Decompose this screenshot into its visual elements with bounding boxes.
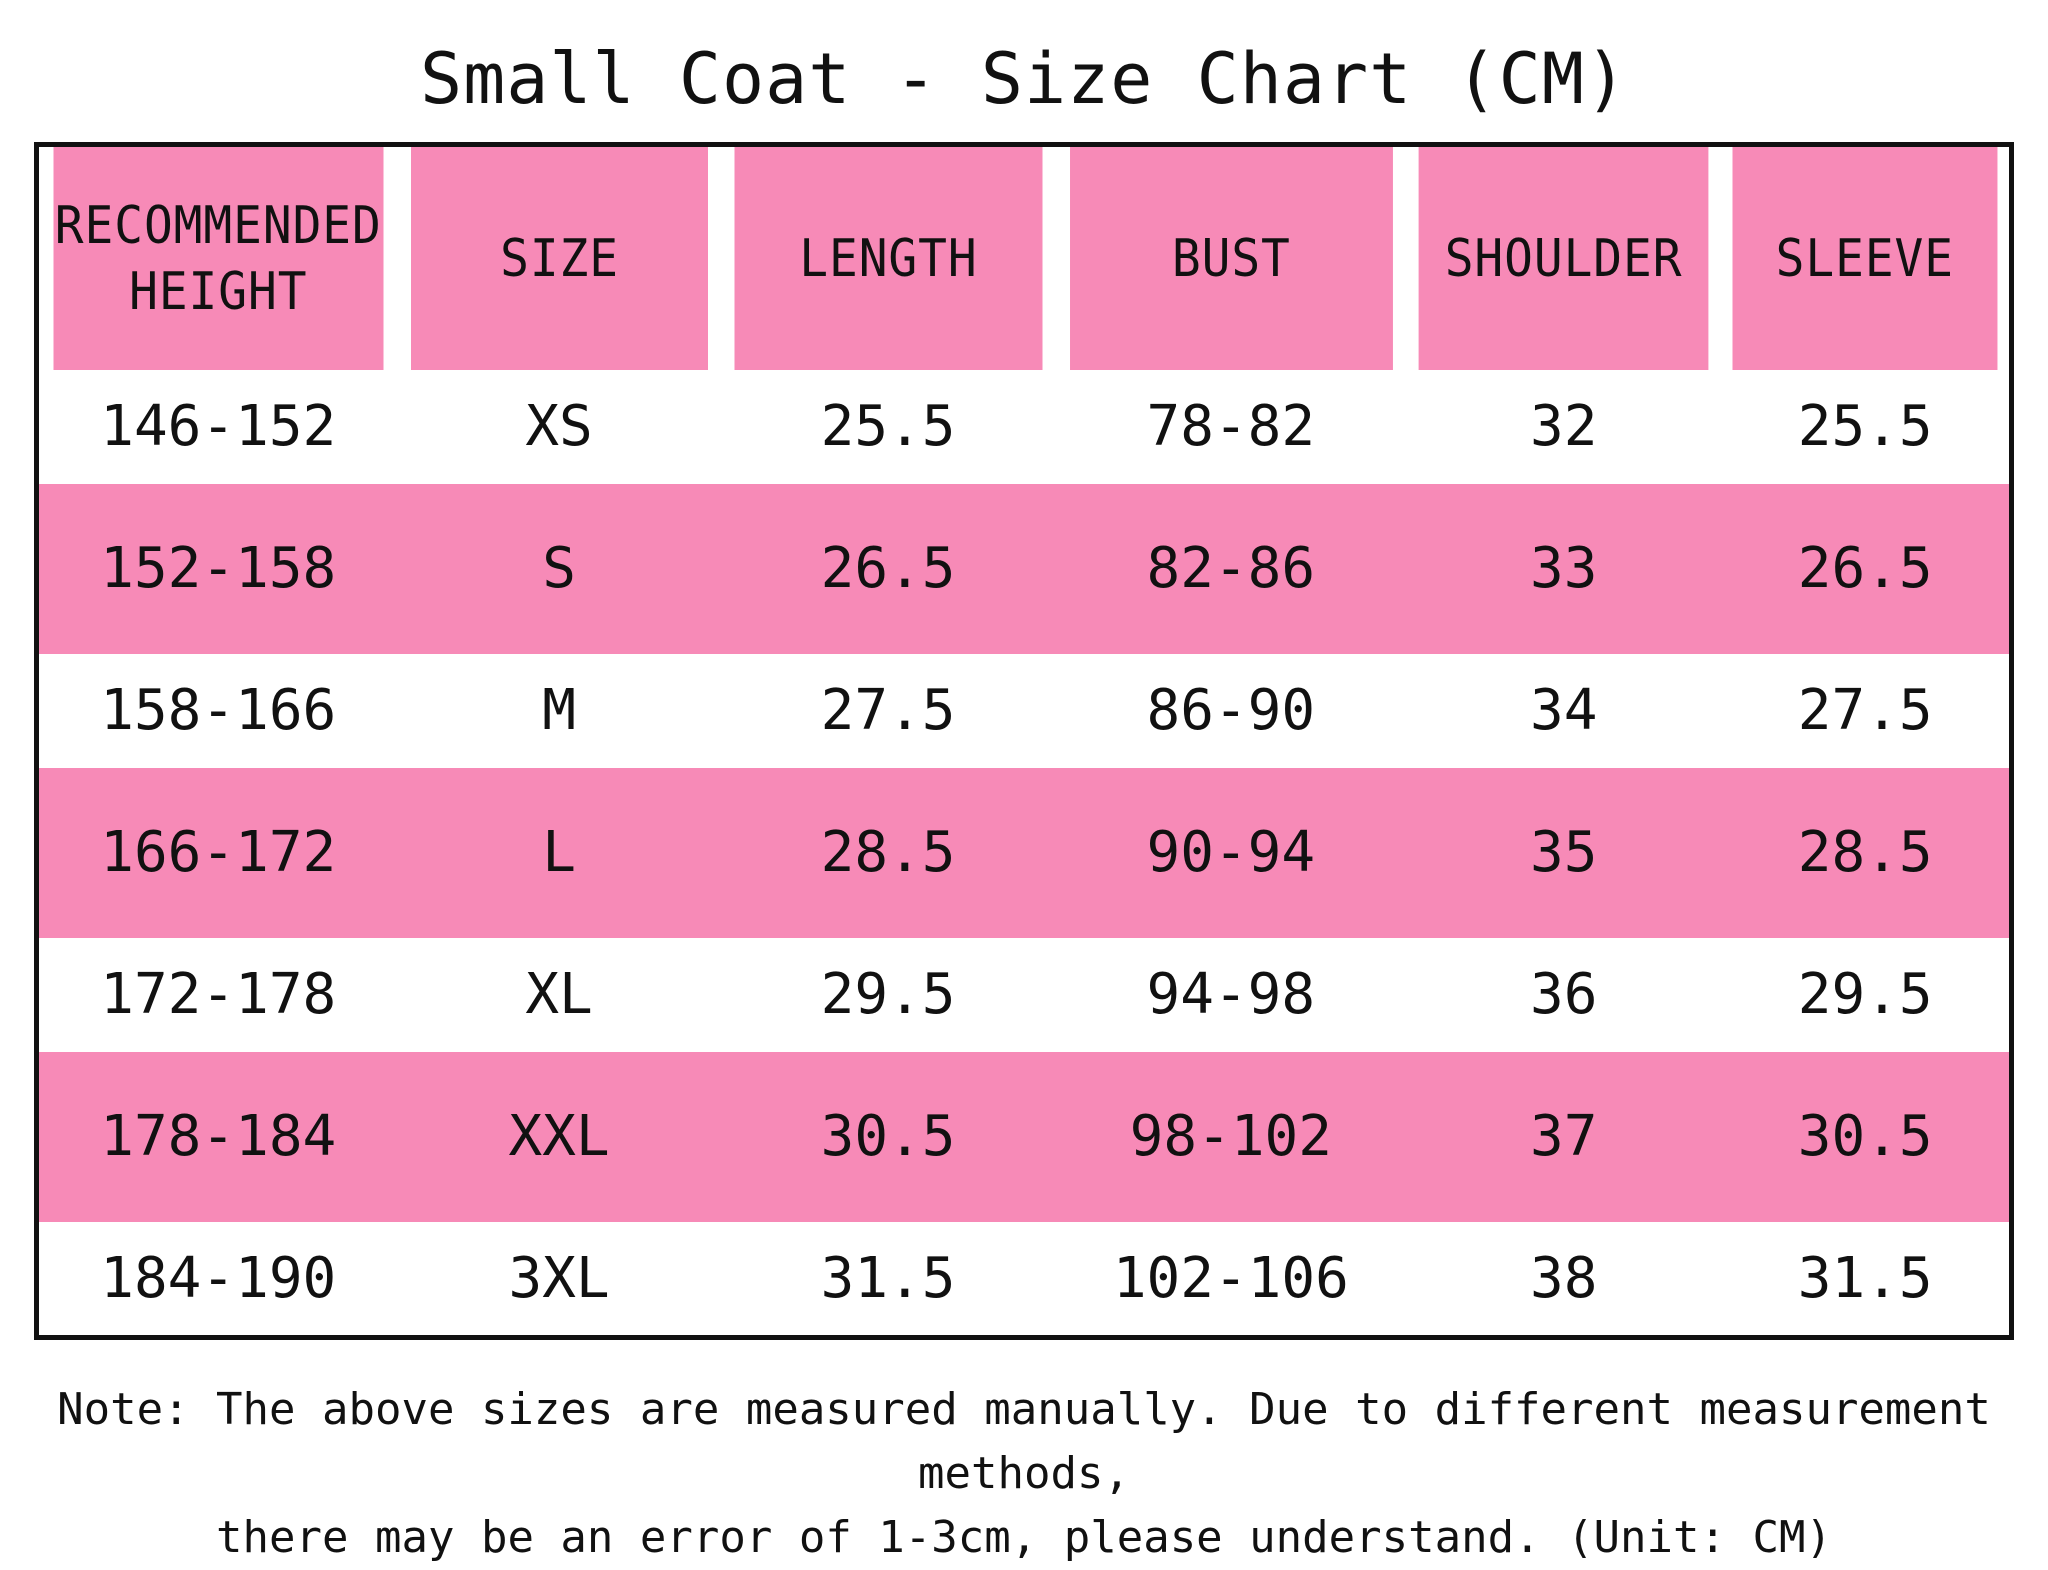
cell-sleeve: 25.5 [1721, 370, 2009, 484]
cell-sleeve: 31.5 [1721, 1222, 2009, 1335]
table-row: 152-158 S 26.5 82-86 33 26.5 [39, 484, 2009, 654]
cell-shoulder: 33 [1406, 484, 1722, 654]
cell-height: 166-172 [39, 768, 398, 938]
cell-size: 3XL [397, 1222, 721, 1335]
cell-height: 178-184 [39, 1052, 398, 1222]
cell-sleeve: 29.5 [1721, 938, 2009, 1052]
cell-bust: 94-98 [1055, 938, 1407, 1052]
column-header-sleeve: SLEEVE [1732, 147, 1998, 370]
chart-title: Small Coat - Size Chart (CM) [419, 38, 1629, 120]
measurement-note: Note: The above sizes are measured manua… [0, 1378, 2048, 1570]
note-line-2: there may be an error of 1-3cm, please u… [216, 1512, 1832, 1563]
table-row: 158-166 M 27.5 86-90 34 27.5 [39, 654, 2009, 768]
cell-height: 184-190 [39, 1222, 398, 1335]
cell-bust: 102-106 [1055, 1222, 1407, 1335]
table-row: 172-178 XL 29.5 94-98 36 29.5 [39, 938, 2009, 1052]
column-header-height-line1: RECOMMENDED [54, 195, 382, 256]
cell-sleeve: 28.5 [1721, 768, 2009, 938]
note-line-1: Note: The above sizes are measured manua… [57, 1384, 1991, 1499]
cell-length: 28.5 [720, 768, 1056, 938]
cell-size: M [397, 654, 721, 768]
cell-length: 30.5 [720, 1052, 1056, 1222]
column-header-shoulder: SHOULDER [1418, 147, 1709, 370]
table-row: 146-152 XS 25.5 78-82 32 25.5 [39, 370, 2009, 484]
cell-size: S [397, 484, 721, 654]
column-header-bust: BUST [1069, 147, 1393, 370]
cell-shoulder: 37 [1406, 1052, 1722, 1222]
cell-bust: 82-86 [1055, 484, 1407, 654]
cell-height: 172-178 [39, 938, 398, 1052]
cell-sleeve: 26.5 [1721, 484, 2009, 654]
cell-bust: 78-82 [1055, 370, 1407, 484]
cell-size: XXL [397, 1052, 721, 1222]
cell-size: XL [397, 938, 721, 1052]
column-header-size: SIZE [410, 147, 708, 370]
table-row: 166-172 L 28.5 90-94 35 28.5 [39, 768, 2009, 938]
cell-length: 29.5 [720, 938, 1056, 1052]
cell-length: 25.5 [720, 370, 1056, 484]
header-row: RECOMMENDED HEIGHT SIZE LENGTH BUST SHOU… [39, 147, 2009, 370]
cell-shoulder: 35 [1406, 768, 1722, 938]
cell-bust: 90-94 [1055, 768, 1407, 938]
cell-bust: 98-102 [1055, 1052, 1407, 1222]
cell-length: 26.5 [720, 484, 1056, 654]
cell-height: 146-152 [39, 370, 398, 484]
table-row: 178-184 XXL 30.5 98-102 37 30.5 [39, 1052, 2009, 1222]
size-table-frame: RECOMMENDED HEIGHT SIZE LENGTH BUST SHOU… [34, 142, 2014, 1340]
column-header-height: RECOMMENDED HEIGHT [53, 147, 384, 370]
cell-length: 27.5 [720, 654, 1056, 768]
size-table: RECOMMENDED HEIGHT SIZE LENGTH BUST SHOU… [39, 147, 2009, 1335]
cell-size: L [397, 768, 721, 938]
cell-size: XS [397, 370, 721, 484]
column-header-height-line2: HEIGHT [129, 261, 308, 322]
cell-shoulder: 34 [1406, 654, 1722, 768]
cell-shoulder: 32 [1406, 370, 1722, 484]
cell-sleeve: 27.5 [1721, 654, 2009, 768]
table-row: 184-190 3XL 31.5 102-106 38 31.5 [39, 1222, 2009, 1335]
cell-height: 158-166 [39, 654, 398, 768]
cell-length: 31.5 [720, 1222, 1056, 1335]
cell-height: 152-158 [39, 484, 398, 654]
cell-shoulder: 38 [1406, 1222, 1722, 1335]
column-header-length: LENGTH [734, 147, 1043, 370]
cell-bust: 86-90 [1055, 654, 1407, 768]
cell-shoulder: 36 [1406, 938, 1722, 1052]
cell-sleeve: 30.5 [1721, 1052, 2009, 1222]
